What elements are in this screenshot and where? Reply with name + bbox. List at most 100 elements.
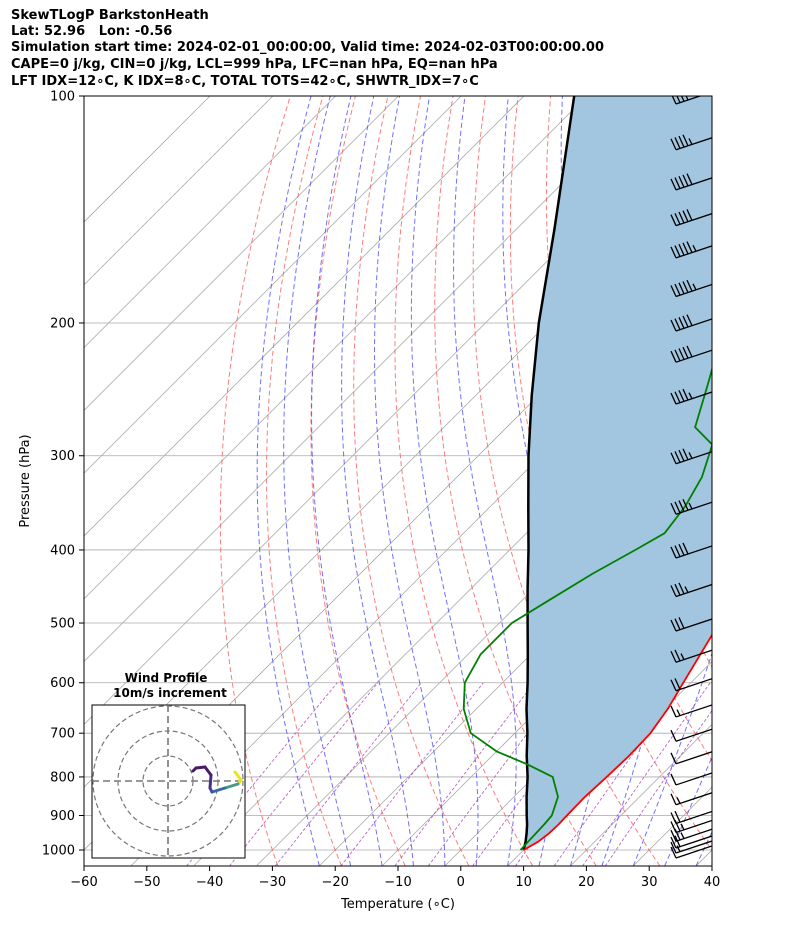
moist-adiabat <box>453 96 517 866</box>
moist-adiabat <box>374 96 446 866</box>
cape-line: CAPE=0 j/kg, CIN=0 j/kg, LCL=999 hPa, LF… <box>11 57 498 72</box>
wind-barb <box>670 173 712 191</box>
dry-adiabat <box>778 96 794 866</box>
x-tick-label: −30 <box>259 875 286 890</box>
time-line: Simulation start time: 2024-02-01_00:00:… <box>11 40 604 55</box>
x-tick-label: −20 <box>321 875 348 890</box>
wind-barb <box>670 704 712 718</box>
moist-adiabat <box>410 96 479 866</box>
wind-barb <box>671 96 703 105</box>
hodograph-segment <box>191 766 198 773</box>
isotherm <box>84 96 462 474</box>
axes: −60 −50 −40 −30 −20 −10 0 10 20 30 40 100 200 300 400 5… <box>42 90 720 891</box>
y-tick-label: 900 <box>50 809 75 824</box>
dry-adiabat <box>353 96 470 866</box>
isotherm <box>84 96 274 286</box>
isotherm <box>570 723 712 866</box>
y-tick-label: 800 <box>50 770 75 785</box>
indices-line: LFT IDX=12∘C, K IDX=8∘C, TOTAL TOTS=42∘C… <box>11 74 479 89</box>
dry-adiabat <box>219 96 291 866</box>
wind-profile-inset: Wind Profile 10m/s increment <box>91 671 246 859</box>
wind-barb <box>670 728 712 742</box>
y-tick-label: 1000 <box>42 844 75 859</box>
wind-barb <box>670 649 712 663</box>
hodograph-segment <box>208 773 213 790</box>
y-tick-label: 100 <box>50 90 75 105</box>
wind-barb <box>670 314 712 332</box>
wind-barb <box>670 134 712 151</box>
y-axis-label: Pressure (hPa) <box>18 434 33 527</box>
wind-barb <box>670 840 712 854</box>
moist-adiabat <box>632 651 712 866</box>
dry-adiabat <box>266 96 342 866</box>
dewpoint-line <box>462 366 712 851</box>
hodograph-segment <box>233 770 243 782</box>
dry-adiabat <box>509 96 712 851</box>
hodograph-segment <box>223 782 240 790</box>
hodograph-segment <box>210 786 227 794</box>
cape-fill-layer <box>523 96 712 850</box>
isotherm <box>84 96 588 600</box>
wind-barb <box>670 388 712 405</box>
wind-barb <box>670 819 712 834</box>
x-axis-label: Temperature (∘C) <box>340 897 455 912</box>
wind-barb <box>670 845 712 859</box>
wind-barb <box>670 542 712 559</box>
wind-barb <box>670 772 712 786</box>
isotherm <box>256 409 712 866</box>
cape-shading <box>523 96 712 850</box>
x-tick-label: 30 <box>641 875 658 890</box>
dry-adiabat <box>713 96 794 866</box>
y-tick-label: 600 <box>50 676 75 691</box>
location-line: Lat: 52.96 Lon: -0.56 <box>11 24 173 39</box>
wind-barb <box>670 810 712 825</box>
isotherm <box>381 535 712 866</box>
dry-adiabat <box>394 96 534 866</box>
y-tick-label: 400 <box>50 543 75 558</box>
y-tick-label: 700 <box>50 727 75 742</box>
x-tick-label: 0 <box>457 875 465 890</box>
wind-barb <box>670 582 712 598</box>
isotherm <box>84 96 336 349</box>
wind-barbs <box>670 96 712 859</box>
y-tick-label: 500 <box>50 617 75 632</box>
wind-barb <box>670 792 712 806</box>
wind-barb <box>670 678 712 692</box>
mixing-ratio-line <box>394 682 535 866</box>
moist-adiabat <box>256 96 320 866</box>
mixing-ratio-line <box>340 682 484 866</box>
temperature-line <box>523 633 712 851</box>
x-tick-label: 10 <box>515 875 532 890</box>
wind-barb <box>670 617 712 632</box>
wind-barb <box>670 498 712 515</box>
isotherm <box>84 96 650 663</box>
x-tick-label: −10 <box>384 875 411 890</box>
y-tick-label: 300 <box>50 449 75 464</box>
inset-title: Wind Profile <box>125 671 208 685</box>
moist-adiabat <box>283 96 352 866</box>
wind-barb <box>670 241 712 259</box>
y-tick-label: 200 <box>50 316 75 331</box>
mixing-ratio-line <box>229 682 379 866</box>
x-tick-label: −60 <box>70 875 97 890</box>
isotherm <box>84 96 525 537</box>
moist-adiabat <box>664 755 712 866</box>
mixing-ratio-line <box>582 682 711 866</box>
wind-barb <box>670 345 712 363</box>
x-tick-label: 20 <box>578 875 595 890</box>
mixing-ratio-line <box>604 709 712 866</box>
profile-lines <box>462 96 712 851</box>
hodograph-segment <box>203 765 213 777</box>
dry-adiabat <box>746 96 794 866</box>
isotherm <box>130 284 712 866</box>
wind-barb <box>670 751 712 765</box>
mixing-ratio-line <box>274 682 422 866</box>
x-tick-label: 40 <box>704 875 721 890</box>
x-tick-label: −50 <box>133 875 160 890</box>
parcel-profile-line <box>522 96 576 851</box>
wind-barb <box>670 448 712 465</box>
moist-adiabat <box>341 96 414 866</box>
chart-title: SkewTLogP BarkstonHeath <box>11 8 209 23</box>
moist-adiabat <box>311 96 383 866</box>
